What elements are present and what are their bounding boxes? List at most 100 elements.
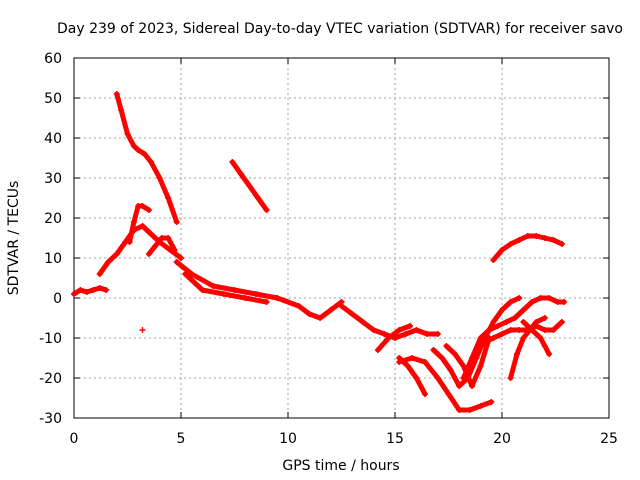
data-point: [246, 183, 253, 189]
data-point: [237, 171, 244, 177]
data-point: [252, 291, 259, 297]
data-point: [118, 107, 125, 113]
data-point: [520, 335, 527, 341]
data-point: [263, 207, 270, 213]
x-tick-label: 20: [493, 431, 511, 447]
chart-title: Day 239 of 2023, Sidereal Day-to-day VTE…: [57, 21, 623, 37]
data-point: [460, 363, 467, 369]
data-point: [77, 287, 84, 293]
data-point: [490, 335, 497, 341]
data-point: [178, 255, 184, 261]
data-point: [317, 315, 324, 321]
data-point: [113, 251, 120, 257]
data-point: [558, 241, 565, 247]
data-series: [71, 91, 568, 413]
data-point: [541, 343, 548, 349]
data-point: [148, 159, 155, 165]
series-outlier: [139, 327, 146, 333]
data-point: [71, 291, 77, 297]
y-tick-label: 20: [44, 211, 62, 227]
data-point: [406, 323, 413, 329]
data-point: [488, 399, 495, 405]
data-point: [182, 271, 189, 277]
series-arc-14: [443, 335, 493, 389]
data-point: [550, 327, 557, 333]
data-point: [503, 319, 510, 325]
data-point: [561, 299, 568, 305]
data-point: [421, 391, 428, 397]
series-trace: [339, 303, 441, 341]
data-point: [220, 291, 227, 297]
y-tick-label: -20: [39, 371, 62, 387]
data-point: [477, 403, 484, 409]
data-point: [370, 327, 377, 333]
data-point: [443, 343, 450, 349]
data-point: [327, 307, 334, 313]
data-point: [550, 237, 557, 243]
data-point: [445, 391, 452, 397]
data-point: [188, 271, 195, 277]
data-point: [533, 319, 540, 325]
series-trace: [443, 335, 492, 389]
data-point: [490, 257, 497, 263]
data-point: [105, 259, 112, 265]
data-point: [494, 323, 501, 329]
data-point: [546, 295, 553, 301]
data-point: [199, 287, 206, 293]
data-point: [466, 407, 473, 413]
data-point: [385, 335, 392, 341]
data-point: [516, 237, 523, 243]
data-point: [124, 131, 131, 137]
data-point: [499, 247, 505, 253]
data-point: [158, 235, 165, 241]
data-point: [409, 355, 416, 361]
series-trace: [97, 223, 184, 277]
data-point: [145, 207, 152, 213]
data-point: [295, 303, 302, 309]
series-arc-19: [490, 233, 565, 263]
data-point: [156, 175, 163, 181]
data-point: [396, 359, 403, 365]
data-point: [541, 327, 548, 333]
data-point: [90, 287, 97, 293]
data-point: [139, 223, 146, 229]
data-point: [130, 143, 137, 149]
data-point: [528, 299, 535, 305]
series-trace: [71, 285, 109, 297]
y-tick-label: 0: [53, 291, 62, 307]
data-point: [165, 195, 172, 201]
series-arc-3: [113, 91, 180, 225]
data-point: [546, 351, 553, 357]
data-point: [139, 203, 146, 209]
data-point: [242, 295, 249, 301]
x-tick-label: 25: [600, 431, 618, 447]
data-point: [520, 319, 527, 325]
data-point: [139, 327, 146, 333]
series-arc-8: [229, 159, 270, 213]
data-point: [141, 151, 148, 157]
y-tick-label: 40: [44, 131, 62, 147]
data-point: [499, 331, 505, 337]
data-point: [404, 363, 411, 369]
series-arc-10: [374, 323, 413, 353]
series-arc-7: [182, 271, 270, 305]
data-point: [402, 331, 409, 337]
data-point: [554, 299, 561, 305]
data-point: [460, 375, 467, 381]
data-point: [447, 367, 454, 373]
x-tick-label: 5: [177, 431, 186, 447]
data-point: [434, 331, 441, 337]
series-arc-2: [96, 223, 184, 277]
data-point: [499, 307, 505, 313]
series-arc-16: [473, 319, 565, 353]
data-point: [338, 303, 345, 309]
data-point: [558, 319, 565, 325]
series-arc-15: [460, 295, 568, 381]
data-point: [537, 335, 544, 341]
data-point: [439, 355, 446, 361]
data-point: [456, 383, 463, 389]
y-tick-label: 60: [44, 51, 62, 67]
data-point: [486, 327, 493, 333]
data-point: [490, 319, 497, 325]
x-axis-label: GPS time / hours: [282, 458, 399, 474]
